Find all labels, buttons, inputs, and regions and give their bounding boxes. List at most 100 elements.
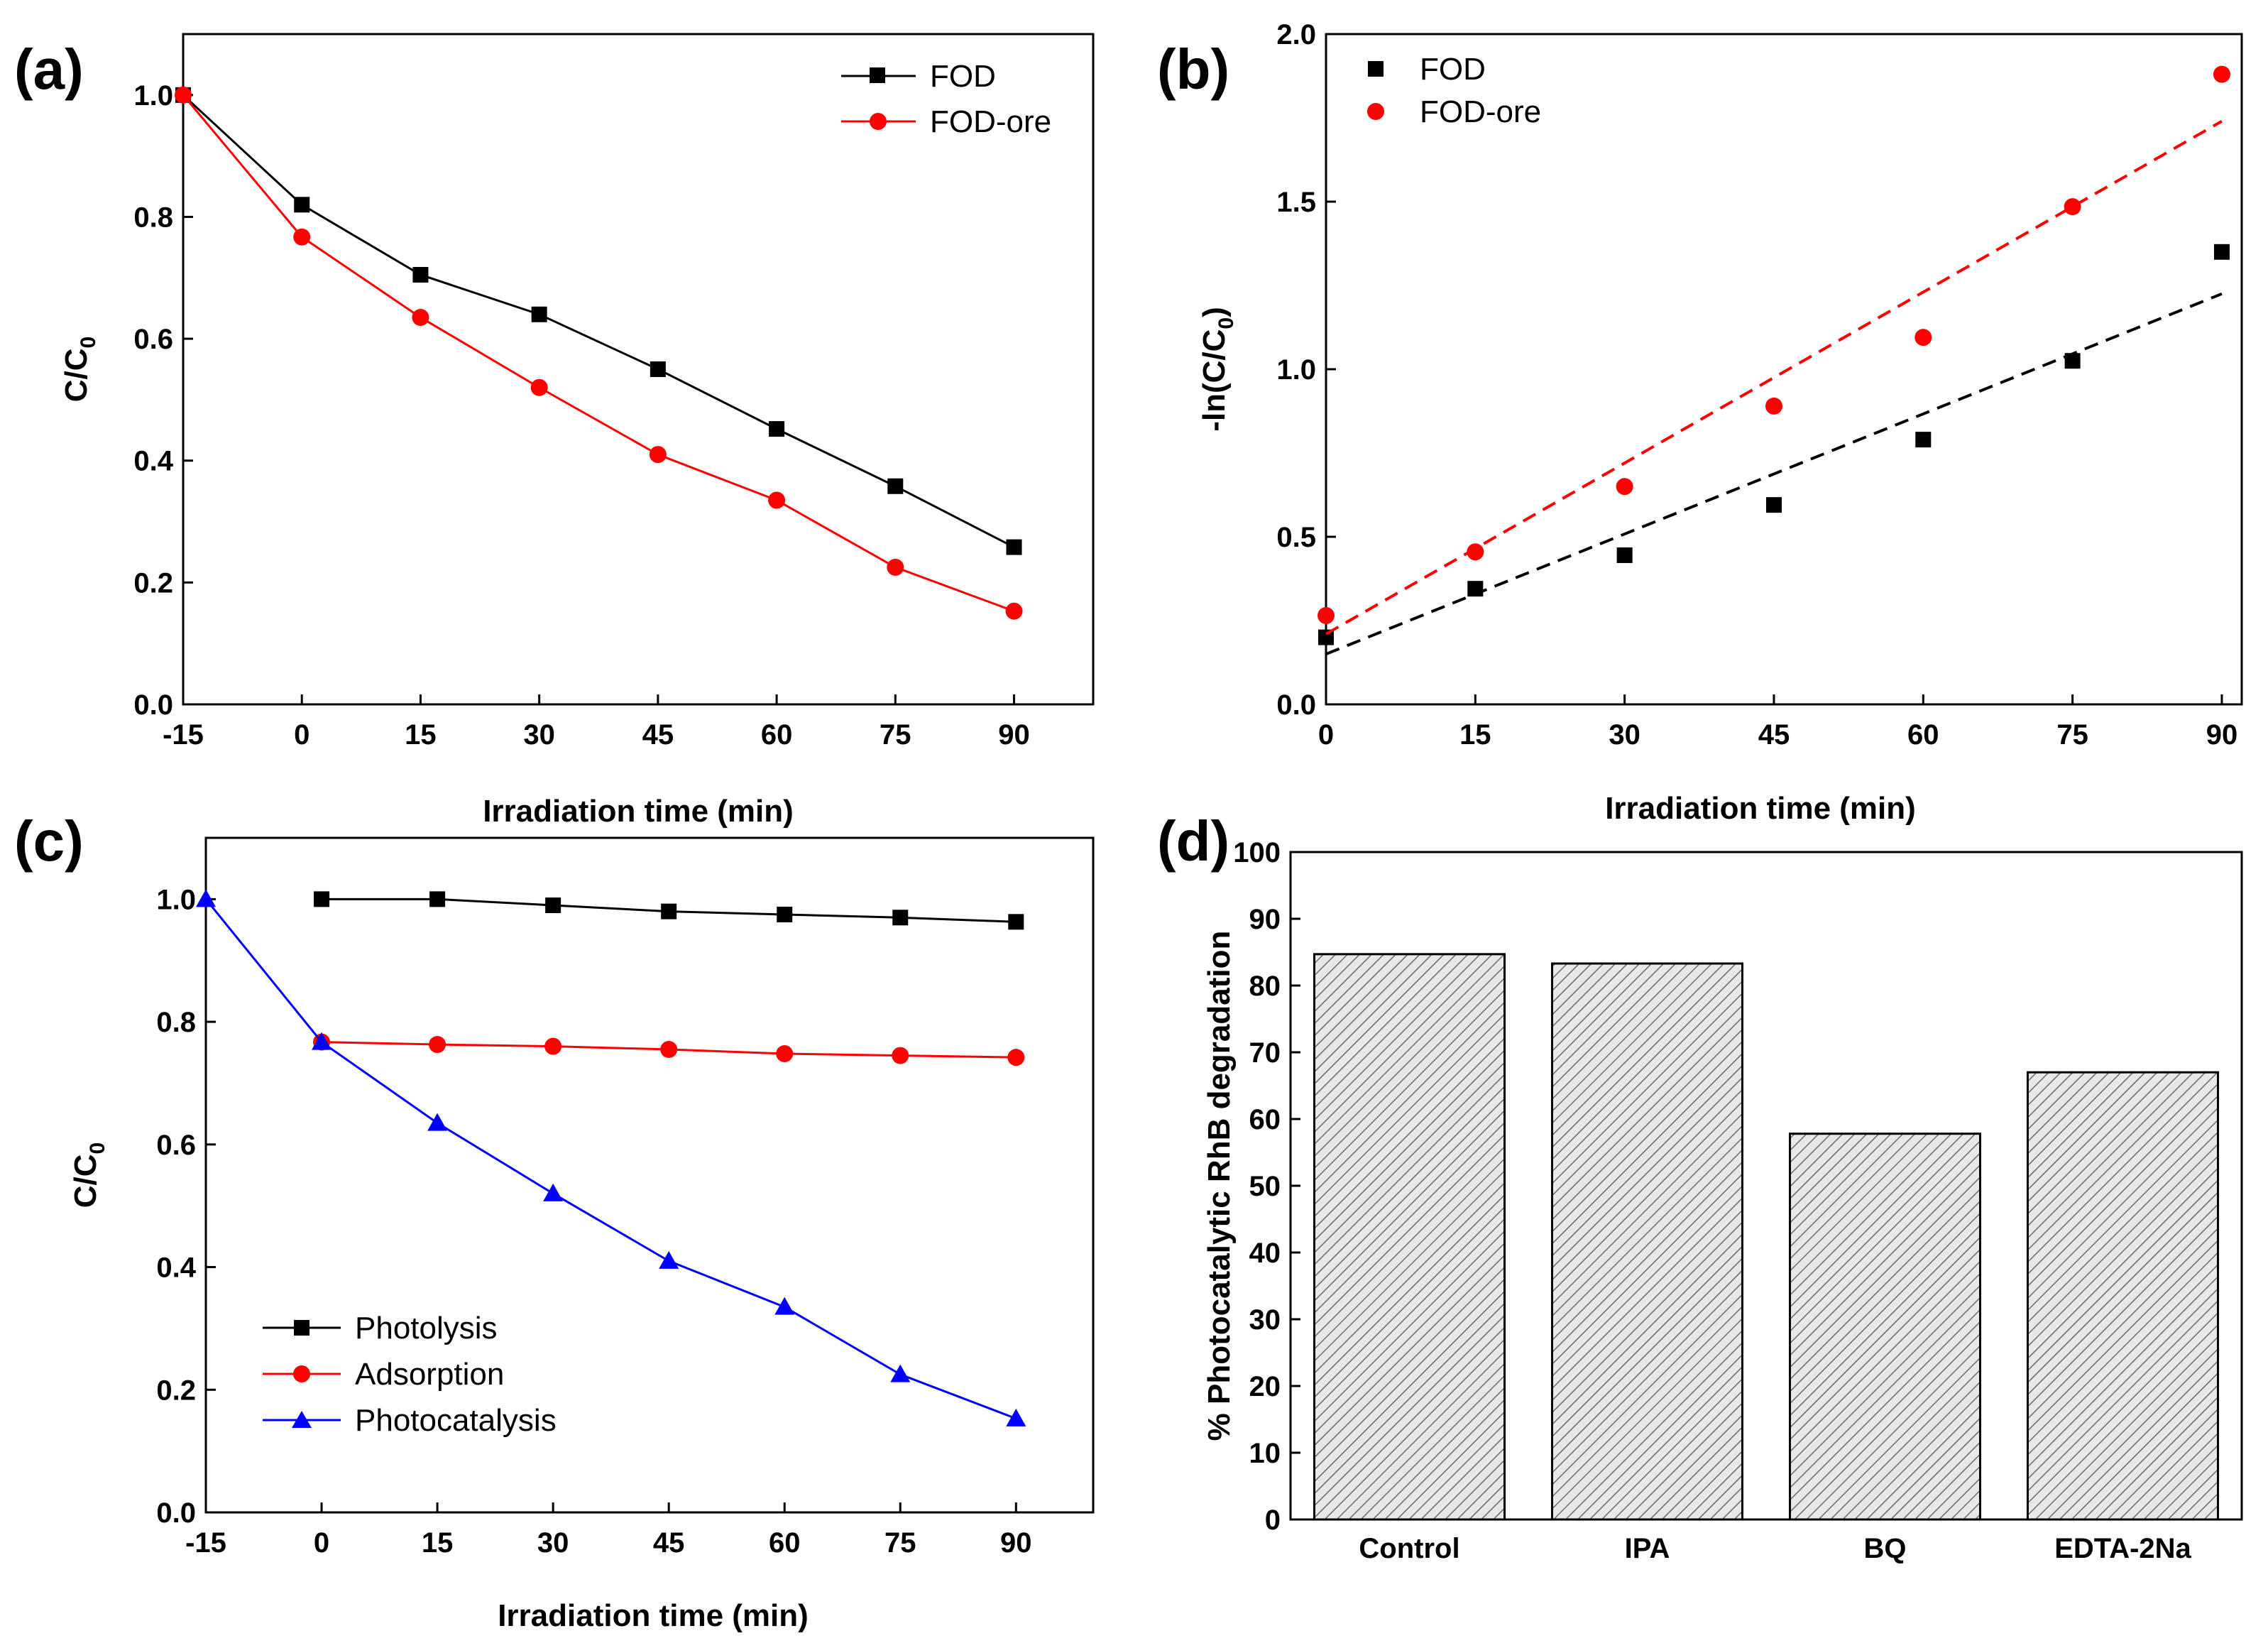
panel-d-y-ticks: 0 10 20 30 40 50 60 70 80 90 100 [1233,837,1300,1536]
x-tick-label: 0 [314,1527,329,1559]
y-tick-label: 10 [1249,1438,1281,1469]
panel-c-y-axis-title-sub: 0 [86,1142,109,1155]
legend-photocatalysis-marker [292,1411,312,1428]
legend-b-fod-label: FOD [1420,52,1486,87]
x-tick-label: 30 [537,1527,569,1559]
series-fod-point [769,421,785,437]
legend-fod-ore-label: FOD-ore [930,104,1051,139]
y-tick-label: 0.4 [156,1253,196,1284]
panel-b-legend: FOD FOD-ore [1367,52,1541,129]
series-fod-point [1006,539,1022,555]
series-photolysis-point [777,906,793,922]
panel-a-y-ticks: 0.0 0.2 0.4 0.6 0.8 1.0 [133,80,193,721]
panel-b-frame [1325,33,2243,706]
series-fod-ore-point [2064,198,2081,216]
series-photolysis-point [429,891,446,907]
panel-b-y-axis-title-close: ) [1197,307,1232,317]
series-fod-ore-point [1914,329,1932,346]
series-fod-point [1765,497,1782,513]
panel-b-y-axis-title-sub: 0 [1215,317,1238,329]
series-photocatalysis-point [659,1250,679,1269]
panel-a-legend: FOD FOD-ore [841,59,1051,139]
x-tick-label: 90 [2206,719,2238,751]
y-tick-label: 60 [1249,1104,1281,1135]
series-photocatalysis-point [1006,1408,1026,1426]
series-fod-fit-line [1325,292,2223,656]
x-tick-label: 75 [880,719,911,751]
x-tick-label: 60 [1907,719,1939,751]
series-fod-ore-point [1616,478,1633,496]
series-photolysis-point [661,903,677,920]
panel-c-label: (c) [14,809,84,873]
panel-a-x-axis-title: Irradiation time (min) [483,794,794,829]
series-adsorption-point [776,1045,794,1062]
panel-b-x-axis-title: Irradiation time (min) [1605,791,1916,826]
bar-ipa [1551,962,1743,1521]
series-photocatalysis-point [196,889,216,907]
series-fod-point [1318,629,1334,645]
series-adsorption-point [544,1037,562,1055]
series-fod-line [182,94,1015,548]
y-tick-label: 40 [1249,1238,1281,1269]
series-fod-point [650,361,666,377]
panel-c-y-axis-title: C/C0 [68,1142,109,1208]
series-adsorption-point [1007,1049,1025,1066]
panel-d-x-ticks: Control IPA BQ EDTA-2Na [1359,1533,2191,1564]
series-photolysis-point [314,891,330,907]
panel-c-frame [204,836,1095,1514]
y-tick-label: 20 [1249,1371,1281,1402]
x-tick-label: 15 [1459,719,1491,751]
legend-adsorption-marker [293,1365,310,1382]
y-tick-label: 1.0 [1276,354,1316,386]
series-fod-ore-point [1765,397,1782,415]
y-tick-label: 2.0 [1276,19,1316,50]
panel-c-x-axis-title: Irradiation time (min) [498,1598,809,1633]
legend-fod-label: FOD [930,59,996,94]
series-photocatalysis-point [890,1364,911,1382]
series-fod-ore-point [887,558,904,576]
panel-a-y-axis-title-sub: 0 [77,337,100,349]
panel-b-y-ticks: 0.0 0.5 1.0 1.5 2.0 [1276,19,1336,721]
panel-d-bars [1313,953,2219,1521]
x-tick-label: 15 [405,719,437,751]
y-tick-label: 50 [1249,1171,1281,1202]
x-tick-label: 0 [294,719,309,751]
series-fod-point [531,306,547,322]
series-adsorption-point [660,1040,678,1058]
legend-fod-ore-marker [870,113,887,130]
series-fod-ore-point [175,86,192,104]
series-fod-point [1616,547,1633,563]
series-fod-point [887,478,904,494]
legend-photocatalysis-label: Photocatalysis [355,1403,557,1438]
y-tick-label: 0.6 [133,324,173,355]
series-fod-ore-point [649,446,667,464]
y-tick-label: 0.5 [1276,522,1316,553]
y-tick-label: 0.0 [1276,689,1316,721]
panel-c-x-ticks: -15 0 15 30 45 60 75 90 [185,1502,1032,1559]
series-photocatalysis-line [204,898,1017,1420]
y-tick-label: 90 [1249,904,1281,935]
y-tick-label: 70 [1249,1037,1281,1069]
x-tick-label: BQ [1864,1533,1907,1564]
y-tick-label: 0.8 [133,202,173,233]
series-fod-ore-line [182,94,1015,613]
panel-b-label: (b) [1157,38,1229,101]
series-fod-ore-point [530,378,548,396]
legend-fod-marker [870,67,885,83]
legend-b-fod-ore-label: FOD-ore [1420,94,1541,129]
legend-adsorption-label: Adsorption [355,1357,504,1392]
panel-b-y-axis-title: -ln(C/C0) [1197,307,1238,432]
x-tick-label: 60 [761,719,793,751]
x-tick-label: 30 [1609,719,1640,751]
series-photocatalysis-point [774,1297,795,1315]
series-fod-ore-point [1467,543,1484,561]
x-tick-label: 90 [998,719,1030,751]
series-photolysis-point [545,897,561,913]
series-fod-point [1467,581,1484,597]
series-photocatalysis-point [427,1113,448,1131]
series-photocatalysis-point [312,1032,332,1050]
legend-b-fod-ore-marker [1367,103,1384,120]
y-tick-label: 0.2 [133,567,173,599]
series-photolysis-point [892,910,909,926]
